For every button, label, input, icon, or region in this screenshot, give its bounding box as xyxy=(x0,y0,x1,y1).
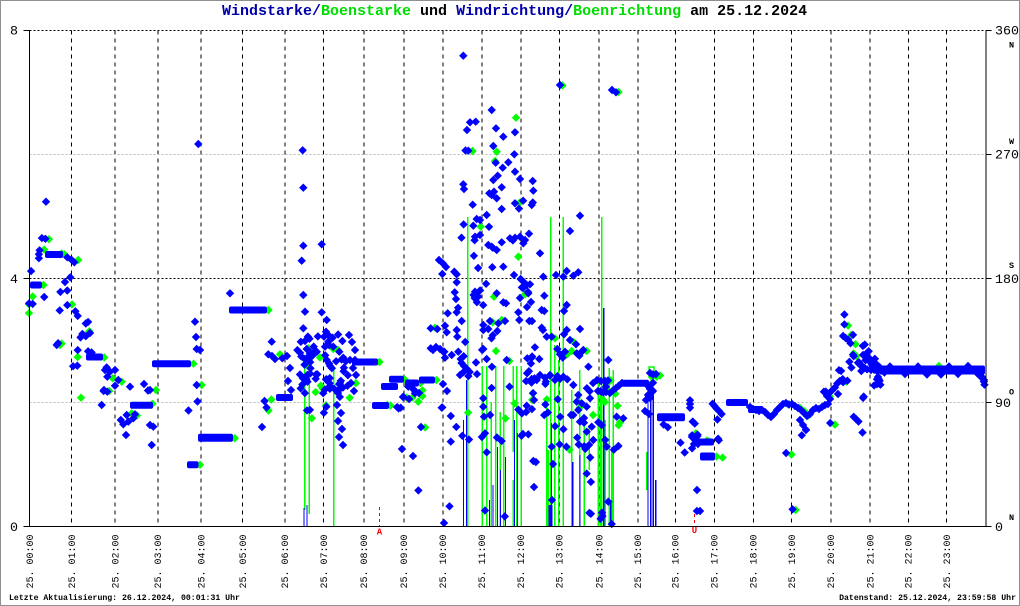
svg-text:25. 05:00: 25. 05:00 xyxy=(239,534,250,588)
svg-text:360: 360 xyxy=(995,24,1019,39)
svg-text:25. 16:00: 25. 16:00 xyxy=(672,534,683,588)
svg-text:25. 18:00: 25. 18:00 xyxy=(750,534,761,588)
svg-text:25. 00:00: 25. 00:00 xyxy=(26,534,37,588)
svg-text:25. 07:00: 25. 07:00 xyxy=(320,534,331,588)
svg-text:N: N xyxy=(1009,41,1014,51)
svg-text:25. 06:00: 25. 06:00 xyxy=(281,534,292,588)
svg-text:U: U xyxy=(692,526,697,536)
svg-text:25. 19:00: 25. 19:00 xyxy=(788,534,799,588)
svg-text:25. 11:00: 25. 11:00 xyxy=(478,534,489,588)
svg-text:N: N xyxy=(1009,513,1014,523)
svg-text:270: 270 xyxy=(995,148,1019,163)
svg-text:25. 03:00: 25. 03:00 xyxy=(154,534,165,588)
svg-text:Datenstand: 25.12.2024, 23:59:: Datenstand: 25.12.2024, 23:59:58 Uhr xyxy=(839,593,1016,603)
svg-text:4: 4 xyxy=(10,272,18,287)
svg-text:180: 180 xyxy=(995,272,1019,287)
svg-text:25. 01:00: 25. 01:00 xyxy=(68,534,79,588)
svg-text:25. 15:00: 25. 15:00 xyxy=(634,534,645,588)
svg-text:25. 23:00: 25. 23:00 xyxy=(943,534,954,588)
svg-text:W: W xyxy=(1009,137,1015,147)
svg-text:25. 21:00: 25. 21:00 xyxy=(866,534,877,588)
svg-text:O: O xyxy=(1009,388,1014,398)
svg-text:0: 0 xyxy=(10,520,18,535)
svg-text:25. 09:00: 25. 09:00 xyxy=(400,534,411,588)
svg-text:25. 04:00: 25. 04:00 xyxy=(197,534,208,588)
svg-text:90: 90 xyxy=(995,396,1011,411)
svg-text:0: 0 xyxy=(995,520,1003,535)
svg-text:25. 08:00: 25. 08:00 xyxy=(360,534,371,588)
svg-text:A: A xyxy=(377,528,383,538)
svg-text:25. 10:00: 25. 10:00 xyxy=(439,534,450,588)
svg-text:Letzte Aktualisierung: 26.12.2: Letzte Aktualisierung: 26.12.2024, 00:01… xyxy=(9,593,240,603)
svg-text:Windstarke/Boenstarke und Wind: Windstarke/Boenstarke und Windrichtung/B… xyxy=(222,3,807,20)
svg-text:S: S xyxy=(1009,261,1014,271)
svg-text:25. 22:00: 25. 22:00 xyxy=(905,534,916,588)
svg-text:25. 02:00: 25. 02:00 xyxy=(111,534,122,588)
svg-text:25. 20:00: 25. 20:00 xyxy=(827,534,838,588)
svg-text:25. 14:00: 25. 14:00 xyxy=(595,534,606,588)
svg-text:25. 13:00: 25. 13:00 xyxy=(556,534,567,588)
svg-text:25. 17:00: 25. 17:00 xyxy=(711,534,722,588)
svg-text:8: 8 xyxy=(10,24,18,39)
svg-text:25. 12:00: 25. 12:00 xyxy=(517,534,528,588)
